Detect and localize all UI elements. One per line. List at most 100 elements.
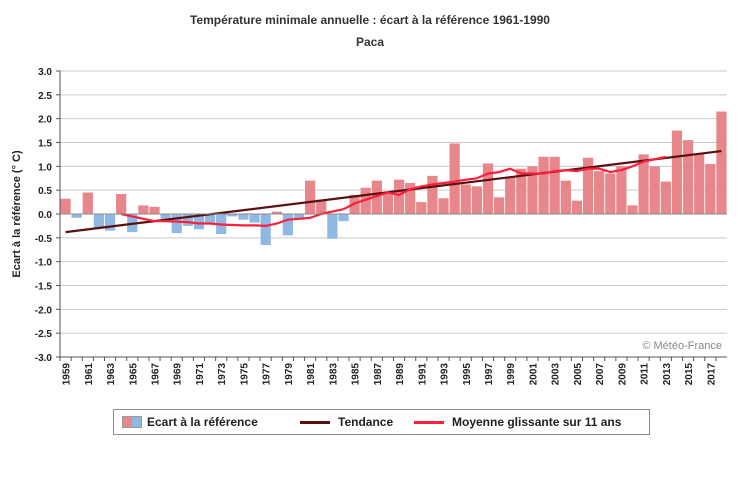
bar (605, 173, 616, 214)
line-series (65, 149, 722, 234)
legend-bar-label: Ecart à la référence (147, 415, 258, 429)
bar (82, 192, 93, 214)
bar (482, 163, 494, 214)
x-tick-label: 1983 (328, 363, 339, 386)
legend-item-bars: Ecart à la référence (122, 415, 258, 429)
bar (438, 198, 449, 214)
bar (249, 214, 260, 223)
bar (405, 183, 416, 214)
bar (293, 214, 305, 219)
bar (204, 214, 216, 224)
bar (416, 202, 427, 214)
x-tick-label: 1961 (84, 363, 95, 386)
bar (638, 154, 649, 214)
bar (193, 214, 205, 230)
y-tick-label: 0.5 (38, 186, 52, 197)
y-axis-label: Ecart à la référence (° C) (11, 150, 23, 278)
watermark: © Météo-France (642, 340, 722, 352)
bar (382, 192, 394, 214)
x-tick-label: 1977 (262, 363, 273, 386)
bar (138, 205, 149, 214)
y-tick-label: -2.0 (35, 305, 53, 316)
x-tick-label: 2001 (529, 363, 540, 386)
bar (116, 193, 127, 214)
bar (227, 214, 238, 217)
bar (371, 180, 382, 214)
legend-trend-label: Tendance (338, 415, 394, 429)
bar (516, 168, 527, 214)
legend-bar-swatch (122, 416, 142, 428)
bar (271, 211, 282, 214)
y-tick-label: -1.5 (35, 282, 53, 293)
x-tick-label: 1959 (62, 363, 73, 386)
bar (316, 199, 327, 214)
x-tick-label: 1999 (506, 363, 517, 386)
bar (182, 214, 193, 226)
legend-avg-swatch (414, 420, 444, 424)
x-tick-label: 1987 (373, 363, 384, 386)
bar (705, 163, 716, 214)
x-tick-label: 2003 (551, 363, 562, 386)
bar (493, 197, 505, 214)
chart-title: Température minimale annuelle : écart à … (190, 13, 550, 27)
x-tick-label: 1991 (417, 363, 428, 386)
x-tick-label: 1971 (195, 363, 206, 386)
bar (649, 166, 660, 214)
y-tick-labels: 3.0 2.5 2.0 1.5 1.0 0.5 0.0 -0.5 -1.0 -1.5 -2.0 -2.… (35, 67, 53, 364)
legend-avg-label: Moyenne glissante sur 11 ans (452, 415, 622, 429)
y-tick-label: 3.0 (38, 67, 52, 78)
x-tick-label: 1975 (239, 363, 250, 386)
bar (305, 180, 316, 214)
x-tick-label: 1981 (306, 363, 317, 386)
bar (238, 214, 249, 220)
x-tick-label: 1997 (484, 363, 495, 386)
x-tick-labels: 1959 1961 1963 1965 1967 1969 1971 1973 1975 1977… (62, 363, 718, 386)
bar (671, 130, 683, 214)
bar (560, 180, 571, 214)
bar-series (60, 111, 727, 245)
bar (71, 214, 82, 218)
x-tick-label: 1967 (151, 363, 162, 386)
bar (627, 205, 638, 214)
x-tick-label: 1963 (106, 363, 117, 386)
x-tick-label: 2005 (573, 363, 584, 386)
y-tick-label: -2.5 (35, 329, 53, 340)
bar (60, 198, 71, 214)
x-tick-label: 1985 (351, 363, 362, 386)
axes (56, 70, 727, 361)
y-tick-label: -3.0 (35, 353, 53, 364)
bar (449, 143, 460, 214)
bar (582, 157, 594, 214)
y-tick-label: -0.5 (35, 234, 53, 245)
legend-trend-swatch (300, 420, 330, 424)
bar (282, 214, 294, 236)
trend-line (65, 149, 722, 234)
y-tick-label: 0.0 (38, 210, 52, 221)
legend: Ecart à la référence Tendance Moyenne gl… (113, 409, 650, 435)
x-tick-label: 1979 (284, 363, 295, 386)
bar (93, 214, 105, 229)
bar (171, 214, 182, 234)
x-tick-label: 2009 (617, 363, 628, 386)
x-tick-label: 1969 (173, 363, 184, 386)
bar (327, 214, 338, 239)
moving-average-line (120, 155, 667, 227)
bar (460, 184, 471, 214)
y-tick-label: -1.0 (35, 258, 53, 269)
y-tick-label: 2.5 (38, 91, 52, 102)
x-tick-label: 2015 (684, 363, 695, 386)
bar (716, 111, 727, 214)
x-tick-label: 2011 (640, 363, 651, 385)
bar (527, 166, 538, 214)
bar (360, 187, 371, 214)
legend-item-avg: Moyenne glissante sur 11 ans (414, 415, 621, 429)
x-tick-label: 2007 (595, 363, 606, 386)
bar (471, 186, 482, 214)
bar (682, 140, 694, 214)
bar (149, 206, 160, 214)
y-tick-label: 1.5 (38, 139, 52, 150)
bar (393, 179, 405, 214)
bar (260, 214, 271, 245)
bar (571, 200, 583, 214)
